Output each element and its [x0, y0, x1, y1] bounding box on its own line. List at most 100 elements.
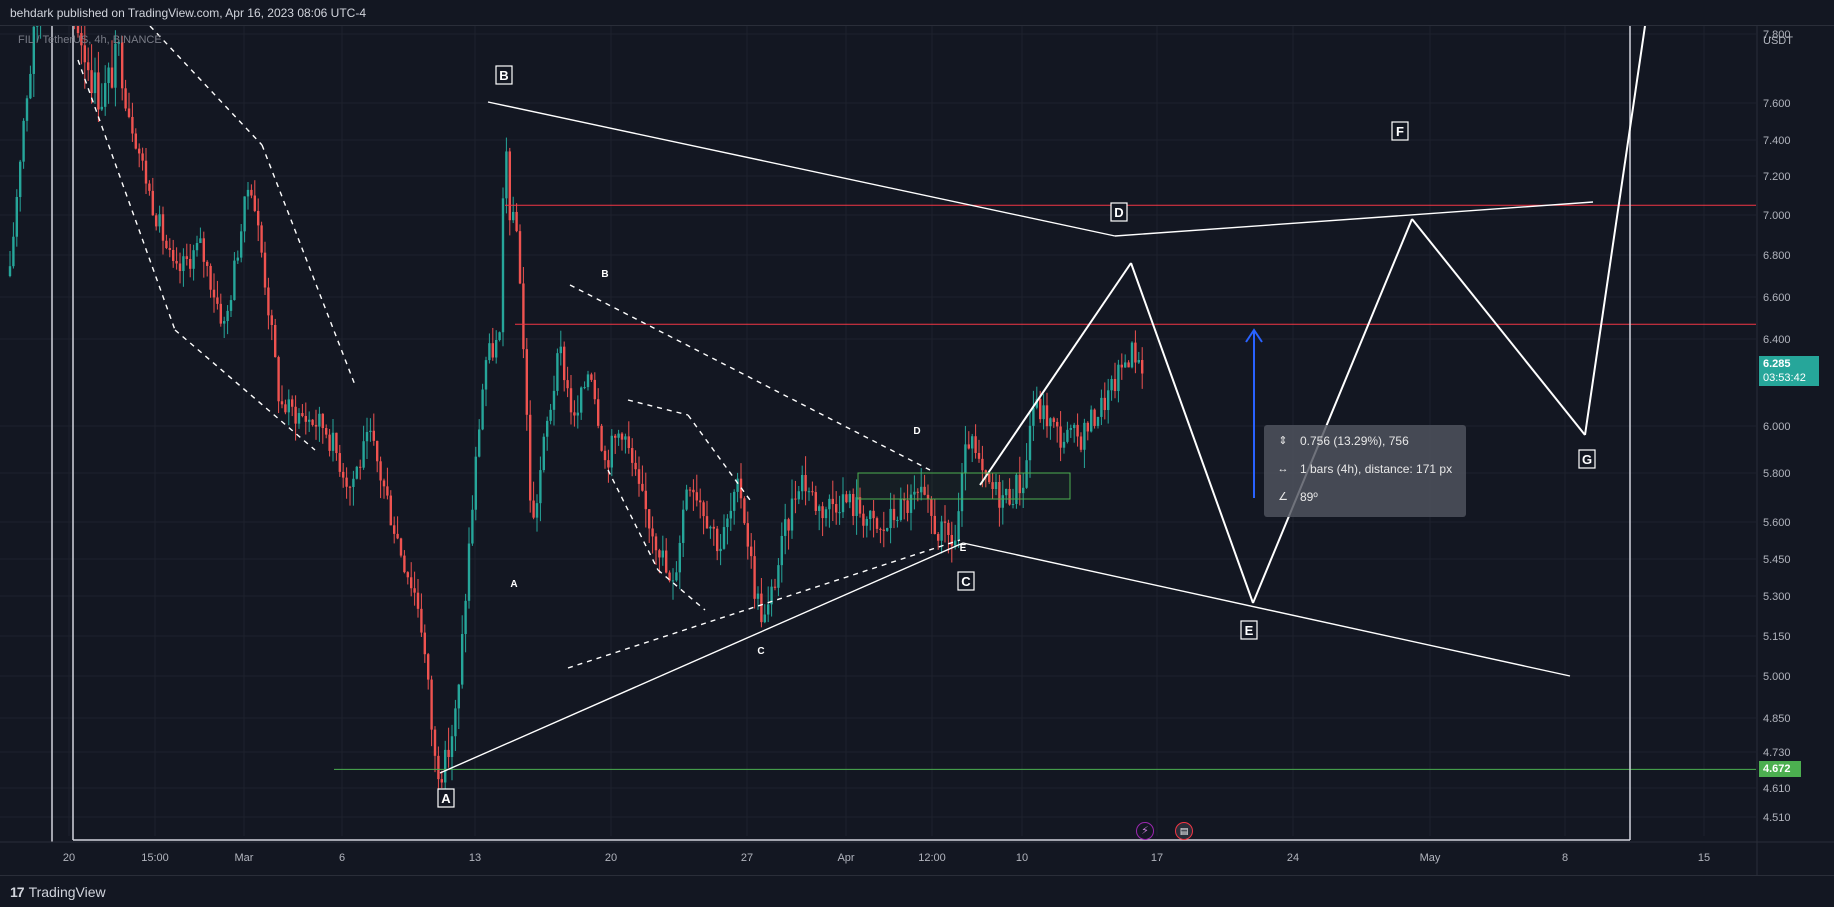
candle-body — [1018, 474, 1021, 494]
price-tick-label: 7.000 — [1763, 210, 1791, 222]
candle-body — [828, 498, 831, 510]
candle — [722, 514, 726, 550]
candle — [767, 586, 770, 623]
projection-leg-1 — [1130, 262, 1254, 604]
candle-body — [301, 413, 304, 417]
candle-body — [396, 533, 399, 539]
candle — [923, 474, 926, 496]
tradingview-brand[interactable]: 17 TradingView — [10, 884, 106, 900]
candle — [726, 514, 729, 545]
candle-body — [97, 72, 100, 110]
us-flag-event-icon[interactable]: ▤ — [1175, 822, 1193, 840]
candle — [403, 550, 406, 574]
candle — [501, 187, 505, 347]
candle-body — [984, 470, 987, 474]
candle — [1005, 488, 1008, 504]
candle-body — [529, 414, 532, 501]
candle — [450, 724, 454, 781]
candle-body — [685, 489, 688, 510]
candle-body — [379, 461, 382, 481]
candle — [624, 433, 627, 454]
candle-body — [246, 189, 250, 197]
candle-body — [76, 26, 80, 34]
candle — [362, 425, 365, 470]
candle-body — [267, 287, 270, 316]
candle-body — [542, 436, 545, 471]
candle — [1032, 390, 1035, 441]
candle-body — [518, 231, 522, 284]
candle — [107, 62, 110, 104]
minor-wave-label-D: D — [913, 426, 920, 437]
candle — [617, 429, 620, 446]
candle-body — [1086, 422, 1089, 432]
candle-body — [998, 482, 1001, 508]
candle-body — [719, 548, 722, 552]
candle — [763, 604, 766, 624]
candle — [954, 524, 957, 550]
time-tick-label: 12:00 — [918, 852, 946, 864]
candle-body — [185, 256, 188, 259]
candle-body — [746, 523, 749, 547]
wave-label-box — [1391, 121, 1409, 141]
candle — [185, 243, 188, 266]
wave-label-text: F — [1396, 124, 1404, 139]
candle-body — [641, 483, 644, 491]
candle-body — [141, 153, 144, 161]
candle — [906, 484, 909, 522]
candle — [712, 519, 715, 546]
candle-body — [240, 231, 243, 258]
candle-body — [586, 374, 590, 388]
candle — [913, 475, 916, 510]
candle-body — [651, 528, 654, 537]
candle-body — [372, 430, 375, 441]
candle-body — [389, 495, 392, 526]
candle-body — [355, 466, 358, 479]
candle — [505, 137, 508, 214]
candle-body — [257, 210, 260, 226]
candle-body — [209, 265, 212, 290]
candle-body — [1062, 441, 1066, 448]
candle — [423, 624, 426, 663]
wave-label-B: B — [495, 65, 513, 85]
candle-body — [1066, 429, 1069, 442]
candle — [491, 327, 494, 361]
candle-body — [1073, 424, 1076, 429]
candle-body — [614, 435, 617, 438]
candle — [464, 593, 467, 653]
candle — [896, 516, 899, 528]
candle — [1056, 418, 1059, 443]
price-tick-label: 6.400 — [1763, 334, 1791, 346]
candle-body — [1039, 398, 1042, 420]
candle — [495, 330, 498, 364]
candle — [267, 277, 270, 330]
candle-body — [90, 70, 93, 94]
candle — [960, 463, 964, 527]
candle — [858, 487, 862, 518]
axis-currency-label: USDT — [1763, 35, 1793, 47]
candle — [654, 533, 658, 566]
candle-body — [722, 527, 726, 549]
candle-body — [165, 240, 168, 249]
candle — [175, 247, 178, 270]
candle-body — [284, 404, 287, 413]
candle — [15, 189, 18, 247]
candle — [705, 500, 709, 529]
candle — [478, 419, 481, 458]
candle — [195, 235, 199, 257]
time-tick-label: Mar — [235, 852, 254, 864]
lightning-event-icon[interactable]: ⚡ — [1136, 822, 1154, 840]
candle — [525, 337, 528, 431]
dash-small-bottom — [657, 569, 706, 611]
candle-body — [1011, 503, 1015, 505]
candle — [233, 252, 236, 301]
publisher-name[interactable]: behdark — [10, 6, 54, 20]
candle — [801, 465, 804, 500]
candle — [658, 548, 661, 574]
candle — [369, 418, 372, 442]
price-tick-label: 6.800 — [1763, 250, 1791, 262]
candle-body — [563, 346, 566, 381]
dash-channel-3 — [174, 329, 316, 451]
candle — [947, 519, 950, 554]
candle — [124, 79, 127, 112]
